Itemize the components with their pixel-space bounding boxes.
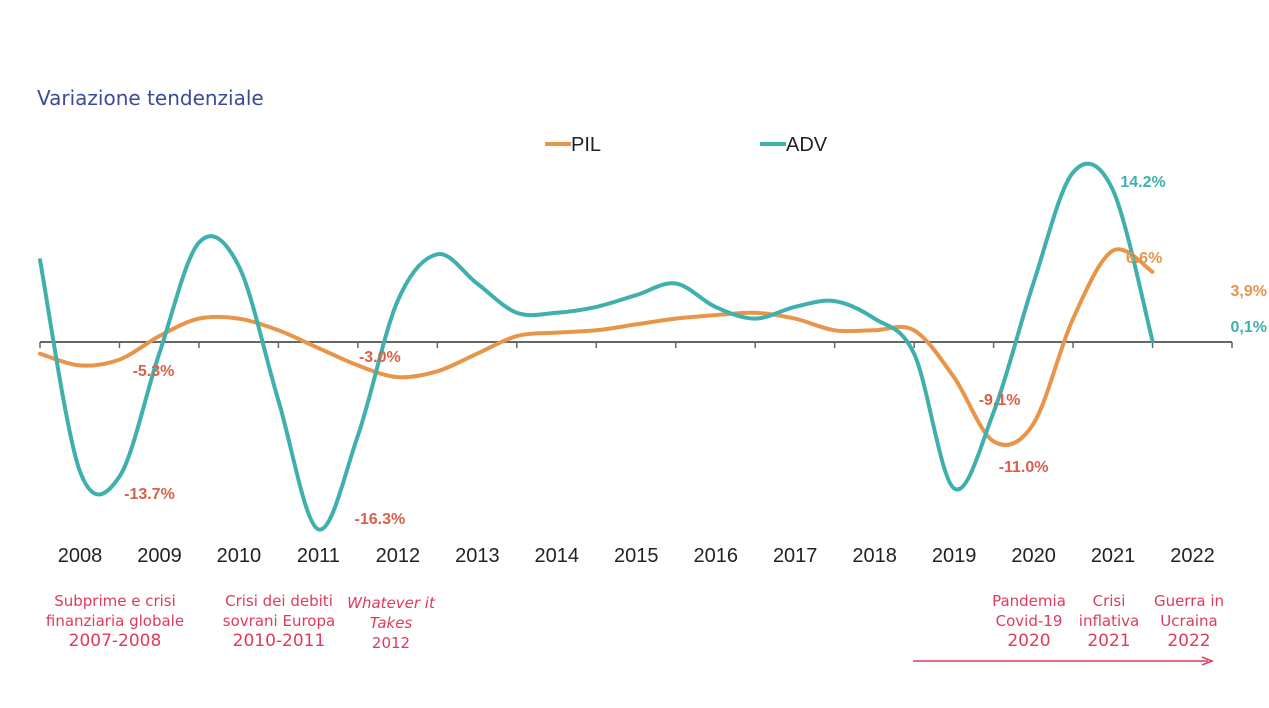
event-year: 2021 <box>1087 631 1131 651</box>
chart-subtitle: Variazione tendenziale <box>37 86 264 110</box>
x-tick-label: 2008 <box>58 545 103 567</box>
event-line: Crisi <box>1092 592 1126 610</box>
legend-label-pil: PIL <box>571 134 601 156</box>
x-tick-label: 2009 <box>137 545 182 567</box>
data-label-adv: 14.2% <box>1120 174 1165 191</box>
x-tick-label: 2016 <box>693 545 738 567</box>
event-line: Covid-19 <box>995 612 1063 630</box>
x-tick-label: 2013 <box>455 545 500 567</box>
event-year: 2012 <box>371 634 411 652</box>
event-line: Pandemia <box>992 592 1066 610</box>
data-label-adv: -11.0% <box>999 459 1049 476</box>
event-year: 2007-2008 <box>68 631 162 651</box>
event-year: 2022 <box>1167 631 1211 651</box>
event-line: sovrani Europa <box>222 612 336 630</box>
data-label-pil: -5.3% <box>133 363 175 380</box>
data-label-adv: -13.7% <box>124 486 175 503</box>
event-debt-crisis: Crisi dei debiti sovrani Europa 2010-201… <box>200 591 358 651</box>
x-tick-label: 2018 <box>852 545 897 567</box>
x-tick-label: 2011 <box>297 545 340 567</box>
event-year: 2010-2011 <box>232 631 326 651</box>
data-label-pil: -3.0% <box>359 349 401 366</box>
series-line-adv <box>38 161 1155 532</box>
data-label-pil: -9.1% <box>979 392 1021 409</box>
timeline-arrowhead <box>1201 656 1215 666</box>
event-subprime: Subprime e crisi finanziaria globale 200… <box>30 591 200 651</box>
x-tick-label: 2012 <box>376 545 421 567</box>
x-tick-label: 2019 <box>932 545 977 567</box>
event-line: Crisi dei debiti <box>225 592 333 610</box>
event-line: Takes <box>369 614 413 632</box>
event-ukraine-war: Guerra in Ucraina 2022 <box>1144 591 1234 651</box>
event-inflation: Crisi inflativa 2021 <box>1069 591 1149 651</box>
event-whatever-it-takes: Whatever it Takes 2012 <box>335 593 447 653</box>
event-line: Ucraina <box>1160 612 1218 630</box>
data-label-pil: 3,9% <box>1231 283 1267 300</box>
event-line: Whatever it <box>347 594 435 612</box>
event-pandemic: Pandemia Covid-19 2020 <box>979 591 1079 651</box>
x-tick-label: 2022 <box>1170 545 1215 567</box>
x-tick-label: 2015 <box>614 545 659 567</box>
x-tick-label: 2017 <box>773 545 818 567</box>
data-label-adv: 0,1% <box>1231 319 1267 336</box>
data-label-pil: 6.6% <box>1126 250 1162 267</box>
event-line: Guerra in <box>1153 592 1225 610</box>
event-line: finanziaria globale <box>45 612 185 630</box>
x-tick-label: 2021 <box>1091 545 1136 567</box>
data-label-adv: -16.3% <box>355 511 406 528</box>
x-tick-label: 2020 <box>1011 545 1056 567</box>
event-year: 2020 <box>1007 631 1051 651</box>
event-line: inflativa <box>1078 612 1140 630</box>
event-line: Subprime e crisi <box>54 592 176 610</box>
x-tick-label: 2014 <box>535 545 580 567</box>
legend-label-adv: ADV <box>786 134 828 156</box>
x-tick-label: 2010 <box>217 545 262 567</box>
